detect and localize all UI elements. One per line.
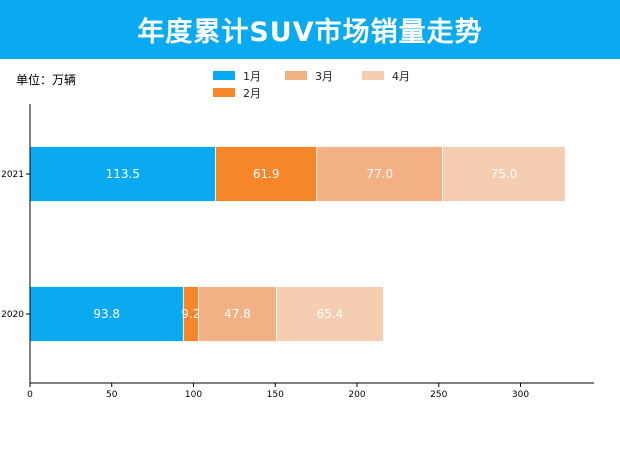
bar-value-label: 93.8 <box>93 307 120 321</box>
bar-segment <box>29 286 184 342</box>
x-tick-label: 300 <box>512 390 529 400</box>
bar-segment <box>316 146 444 202</box>
x-tick-label: 150 <box>267 390 284 400</box>
chart-title: 年度累计SUV市场销量走势 <box>137 17 483 48</box>
legend-swatch-2 <box>213 88 235 97</box>
legend-swatch-3 <box>285 71 307 80</box>
unit-label: 单位：万辆 <box>16 73 77 87</box>
bar-segment <box>442 146 566 202</box>
x-tick-label: 0 <box>27 390 33 400</box>
bar-value-label: 9.2 <box>181 307 200 321</box>
bar-value-label: 65.4 <box>317 307 344 321</box>
legend-swatch-1 <box>213 71 235 80</box>
bar-value-label: 113.5 <box>106 167 140 181</box>
bar-value-label: 61.9 <box>253 167 280 181</box>
legend-label-3: 3月 <box>315 70 333 83</box>
bar-value-label: 77.0 <box>366 167 393 181</box>
x-tick-label: 250 <box>430 390 447 400</box>
bar-segment <box>215 146 318 202</box>
y-tick-label: 2020 <box>1 310 24 320</box>
x-tick-label: 200 <box>348 390 365 400</box>
legend-label-1: 1月 <box>243 70 261 83</box>
legend-swatch-4 <box>362 71 384 80</box>
bar-value-label: 75.0 <box>491 167 518 181</box>
bar-segment <box>276 286 384 342</box>
title-bar: 年度累计SUV市场销量走势 <box>0 0 620 59</box>
y-tick-label: 2021 <box>1 170 24 180</box>
bar-segment <box>198 286 277 342</box>
x-tick-label: 100 <box>185 390 202 400</box>
bar-value-label: 47.8 <box>224 307 251 321</box>
legend-label-4: 4月 <box>392 70 410 83</box>
legend-label-2: 2月 <box>243 87 261 100</box>
x-tick-label: 50 <box>106 390 118 400</box>
